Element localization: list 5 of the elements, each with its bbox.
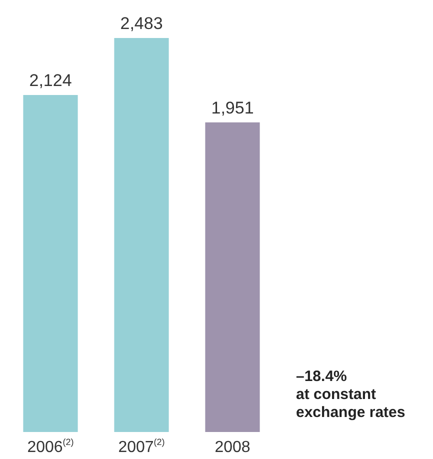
data-label: 1,951 (211, 98, 254, 118)
data-label: 2,124 (29, 70, 72, 90)
text: –18.4% at constant exchange rates (296, 368, 406, 422)
data-label: 2,483 (120, 14, 163, 33)
x-tick-label: 2008 (214, 439, 250, 456)
